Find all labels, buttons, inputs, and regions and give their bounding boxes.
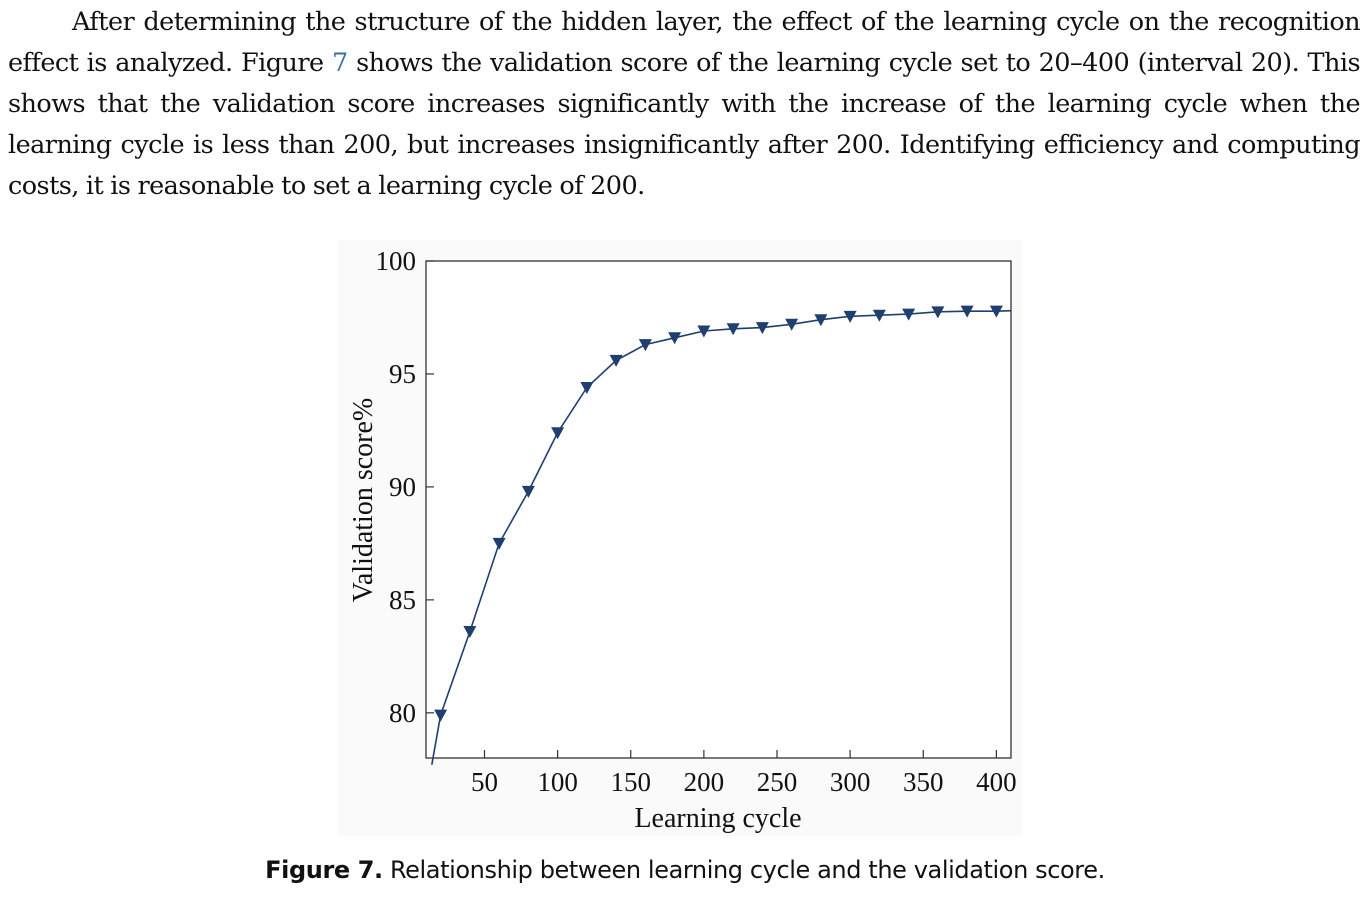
- y-axis-ticks: 80 85 90 95 100: [376, 246, 434, 728]
- data-point-marker: [668, 332, 682, 345]
- plot-frame: [425, 260, 1012, 759]
- data-point-marker: [785, 318, 799, 331]
- data-point-marker: [931, 306, 945, 319]
- caption-text: Relationship between learning cycle and …: [382, 856, 1105, 884]
- x-axis-ticks: 50 100 150 200 250 300 350 400: [471, 750, 1017, 797]
- data-point-marker: [872, 309, 886, 322]
- data-point-marker: [960, 305, 974, 318]
- y-tick-label: 95: [389, 359, 416, 389]
- data-point-marker: [902, 308, 916, 321]
- x-tick-label: 50: [471, 767, 498, 797]
- caption-label: Figure 7.: [265, 856, 383, 884]
- data-point-marker: [843, 310, 857, 323]
- data-point-marker: [434, 709, 448, 722]
- data-point-marker: [492, 537, 506, 550]
- y-tick-label: 80: [389, 698, 416, 728]
- paragraph-text-end: shows the validation score of the learni…: [8, 48, 1361, 201]
- data-point-marker: [726, 323, 740, 336]
- body-paragraph: After determining the structure of the h…: [8, 2, 1361, 207]
- learning-cycle-chart: 80 85 90 95 100 50 100 150 200 250 300 350 400 Lear…: [348, 246, 1017, 834]
- data-point-marker: [580, 382, 594, 395]
- x-tick-label: 350: [903, 767, 944, 797]
- x-tick-label: 200: [684, 767, 725, 797]
- data-point-marker: [638, 339, 652, 352]
- data-point-marker: [755, 322, 769, 335]
- y-axis-label: Validation score%: [348, 398, 379, 603]
- y-tick-label: 85: [389, 585, 416, 615]
- x-tick-label: 300: [830, 767, 871, 797]
- x-tick-label: 250: [757, 767, 798, 797]
- figure-reference-link[interactable]: 7: [331, 48, 348, 78]
- x-tick-label: 150: [611, 767, 652, 797]
- figure-7: 80 85 90 95 100 50 100 150 200 250 300 350 400 Lear…: [338, 240, 1022, 836]
- data-point-marker: [463, 625, 477, 638]
- data-point-marker: [814, 314, 828, 327]
- y-tick-label: 100: [376, 246, 417, 276]
- x-tick-label: 100: [537, 767, 578, 797]
- paragraph-text-start: After determining the structure of the h…: [8, 7, 1361, 78]
- y-tick-label: 90: [389, 472, 416, 502]
- data-point-marker: [697, 325, 711, 338]
- data-point-marker: [521, 485, 535, 498]
- data-point-marker: [989, 305, 1003, 318]
- series-line: [431, 309, 1012, 765]
- figure-caption: Figure 7. Relationship between learning …: [0, 856, 1370, 884]
- x-tick-label: 400: [976, 767, 1017, 797]
- x-axis-label: Learning cycle: [634, 803, 801, 834]
- series-group: [431, 305, 1012, 765]
- data-point-marker: [551, 427, 565, 440]
- data-point-marker: [609, 354, 623, 367]
